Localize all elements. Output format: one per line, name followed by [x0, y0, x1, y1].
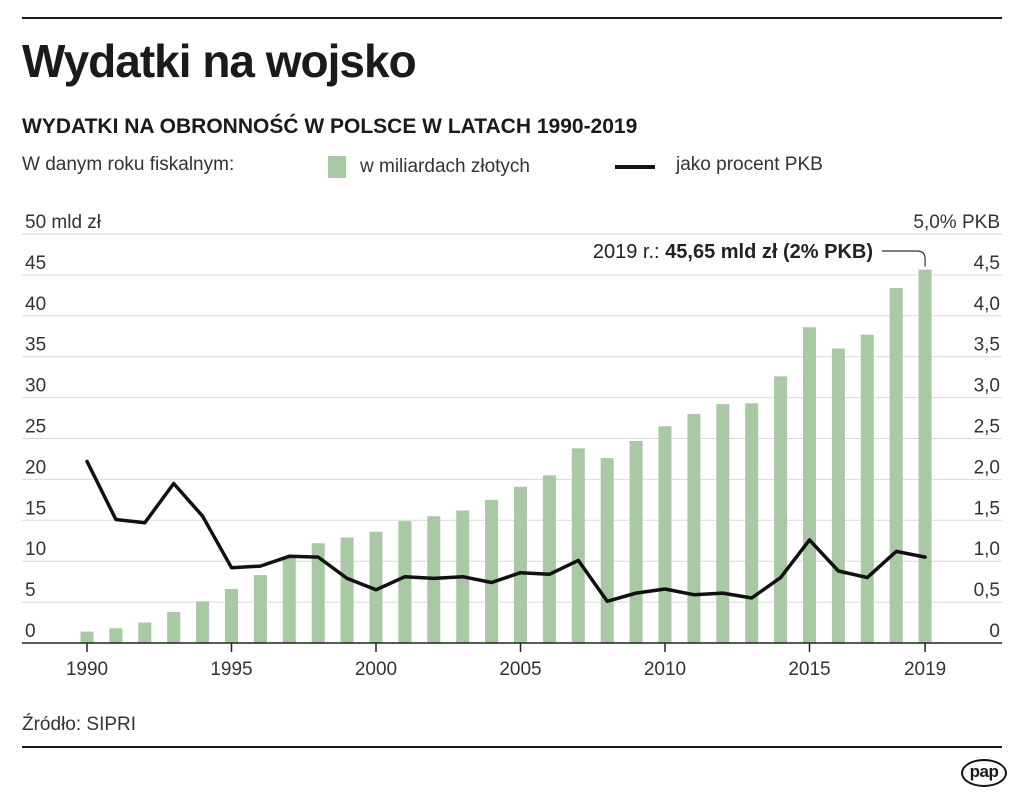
x-tick-label: 2000	[355, 659, 397, 680]
bar	[803, 327, 816, 643]
x-tick-label: 2010	[644, 659, 686, 680]
bar	[369, 531, 383, 643]
legend-line-label: jako procent PKB	[676, 154, 823, 175]
annotation: 2019 r.: 45,65 mld zł (2% PKB)	[593, 241, 926, 267]
pap-logo: pap	[961, 759, 1007, 787]
bar	[918, 269, 932, 643]
y-right-tick-label: 4,5	[974, 253, 1000, 274]
top-rule	[22, 17, 1002, 19]
x-tick-label: 1990	[66, 659, 108, 680]
annotation-value: 45,65 mld zł (2% PKB)	[665, 241, 873, 263]
y-right-tick-label: 0	[989, 621, 1000, 642]
y-right-tick-label: 5,0% PKB	[913, 212, 1000, 233]
bar	[225, 589, 238, 643]
bar	[109, 628, 123, 643]
bar	[774, 376, 788, 643]
bar	[167, 611, 181, 643]
annotation-leader	[882, 250, 926, 267]
bottom-rule	[22, 746, 1002, 748]
legend-prefix: W danym roku fiskalnym:	[22, 154, 235, 175]
y-right-tick-label: 1,5	[974, 498, 1000, 519]
legend-bar-label: w miliardach złotych	[360, 156, 530, 177]
y-right-tick-label: 1,0	[974, 539, 1000, 560]
bar	[196, 601, 210, 643]
bar	[542, 475, 556, 643]
bar	[398, 521, 412, 643]
y-left-tick-label: 0	[25, 621, 36, 642]
x-tick-label: 2005	[499, 659, 541, 680]
bar	[138, 622, 152, 643]
bar	[571, 448, 585, 643]
x-tick-label: 1995	[210, 659, 252, 680]
bar	[687, 413, 701, 643]
legend-line-swatch	[615, 165, 655, 169]
y-left-tick-label: 25	[25, 417, 46, 438]
y-right-tick-label: 2,5	[974, 417, 1000, 438]
annotation-label: 2019 r.: 45,65 mld zł (2% PKB)	[593, 241, 873, 263]
bar	[831, 348, 845, 643]
y-left-tick-label: 20	[25, 457, 46, 478]
chart-subtitle: WYDATKI NA OBRONNOŚĆ W POLSCE W LATACH 1…	[22, 115, 638, 138]
bar	[716, 404, 730, 643]
y-left-tick-label: 40	[25, 294, 46, 315]
bar-series	[80, 269, 932, 643]
annotation-prefix: 2019 r.:	[593, 241, 665, 263]
y-left-tick-label: 30	[25, 376, 46, 397]
y-left-tick-label: 5	[25, 580, 36, 601]
bar	[745, 403, 759, 643]
y-right-tick-label: 3,5	[974, 335, 1000, 356]
y-left-tick-label: 15	[25, 498, 46, 519]
line-series	[85, 459, 927, 604]
y-right-tick-label: 2,0	[974, 457, 1000, 478]
x-tick-label: 2015	[788, 659, 830, 680]
bar	[253, 575, 267, 643]
bar	[514, 486, 527, 643]
pkb-line	[85, 459, 927, 604]
y-left-tick-label: 45	[25, 253, 46, 274]
x-tick-label: 2019	[904, 659, 946, 680]
bar	[658, 426, 672, 643]
bar	[889, 287, 903, 643]
legend: W danym roku fiskalnym: w miliardach zło…	[22, 154, 1002, 180]
bar	[340, 537, 354, 643]
axes: 0 0 5 0,5 10 1,0 15 1,5 20 2,0 25 2,5 30 3,0 35 3,5 40 4,…	[22, 212, 1002, 680]
chart: 0 0 5 0,5 10 1,0 15 1,5 20 2,0 25 2,5 30 3,0 35 3,5 40 4,…	[22, 212, 1002, 680]
bar	[311, 543, 325, 643]
bar	[629, 440, 643, 643]
chart-title: Wydatki na wojsko	[22, 35, 417, 87]
y-left-tick-label: 35	[25, 335, 46, 356]
bar	[860, 334, 874, 643]
y-right-tick-label: 4,0	[974, 294, 1000, 315]
source-note: Źródło: SIPRI	[22, 714, 137, 735]
bar	[80, 631, 94, 643]
bar	[282, 557, 296, 643]
bar	[600, 458, 614, 643]
gridlines	[22, 233, 1002, 603]
y-left-tick-label: 10	[25, 539, 46, 560]
y-right-tick-label: 3,0	[974, 376, 1000, 397]
bar	[485, 499, 499, 643]
legend-bar-swatch	[328, 156, 346, 178]
y-right-tick-label: 0,5	[974, 580, 1000, 601]
y-left-tick-label: 50 mld zł	[25, 212, 102, 233]
